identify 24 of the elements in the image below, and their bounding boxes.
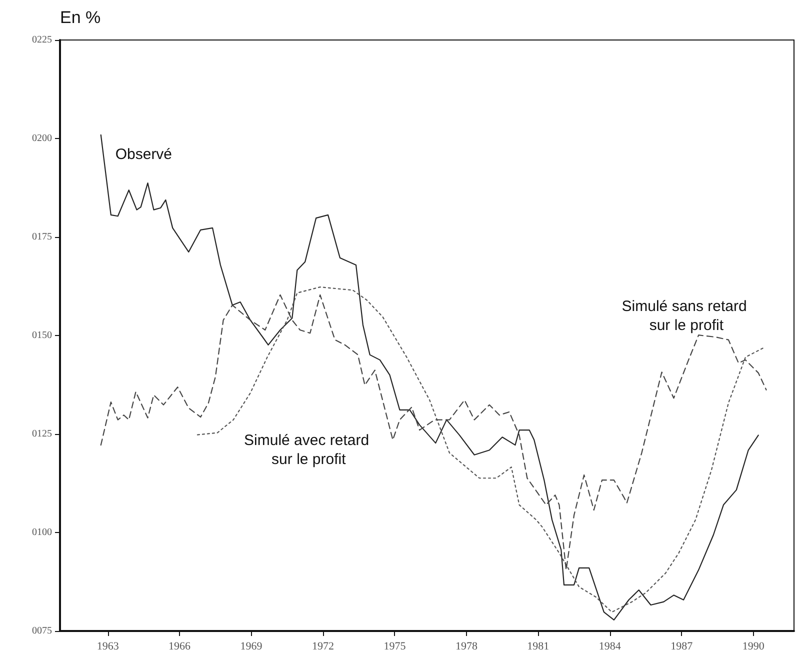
- series-label: Observé: [115, 146, 172, 163]
- line-series: [196, 286, 766, 613]
- y-tick-label: 0175: [32, 232, 52, 242]
- y-axis-title: En %: [60, 8, 101, 27]
- y-tick-label: 0200: [32, 133, 52, 144]
- x-tick-label: 1972: [312, 640, 334, 652]
- x-tick-label: 1981: [527, 640, 550, 652]
- x-tick-label: 1966: [168, 640, 192, 652]
- x-tick-label: 1990: [742, 640, 765, 652]
- x-tick-label: 1978: [455, 640, 478, 652]
- x-tick-label: 1987: [670, 640, 694, 652]
- y-tick-label: 0150: [32, 330, 52, 341]
- line-series: [100, 294, 767, 570]
- y-tick-label: 0075: [32, 626, 52, 636]
- y-tick-label: 0125: [32, 428, 52, 440]
- x-tick-label: 1975: [384, 640, 406, 652]
- series-label: Simulé sans retard sur le profit: [622, 298, 752, 334]
- x-tick-label: 1984: [598, 640, 622, 652]
- line-series: [100, 134, 759, 621]
- x-tick-label: 1969: [240, 640, 263, 652]
- series-label: Simulé avec retard sur le profit: [244, 432, 374, 468]
- y-tick-label: 0225: [32, 34, 52, 46]
- y-tick-label: 0100: [32, 527, 52, 538]
- x-tick-label: 1963: [96, 640, 120, 652]
